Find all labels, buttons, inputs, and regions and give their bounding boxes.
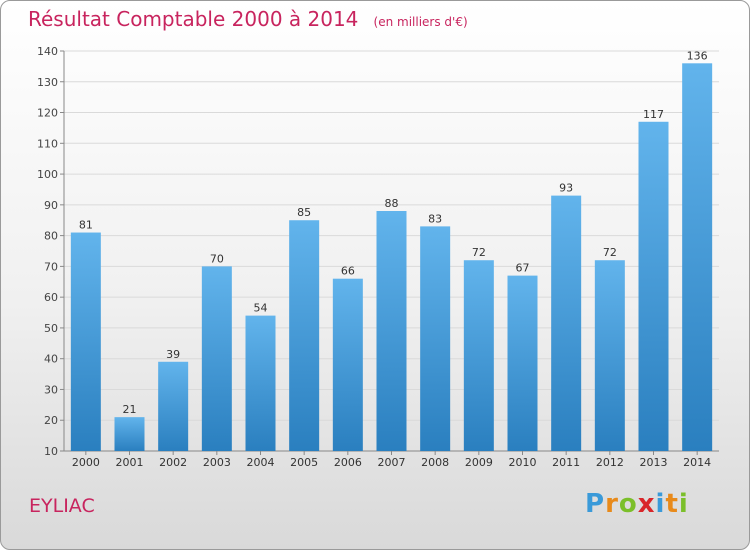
bar: [376, 211, 407, 451]
bar: [289, 220, 320, 451]
bar-value-label: 72: [603, 246, 617, 259]
x-tick-label: 2005: [290, 456, 318, 469]
x-tick-label: 2002: [159, 456, 187, 469]
bar: [70, 232, 101, 451]
commune-name: EYLIAC: [29, 495, 95, 517]
x-tick-label: 2003: [203, 456, 231, 469]
chart-subtitle: (en milliers d'€): [373, 15, 468, 29]
x-tick-label: 2007: [378, 456, 406, 469]
y-tick-label: 60: [44, 291, 58, 304]
bar: [420, 226, 451, 451]
x-tick-label: 2014: [683, 456, 711, 469]
bar: [594, 260, 625, 451]
y-tick-label: 70: [44, 260, 58, 273]
logo-letter: i: [678, 489, 689, 519]
y-tick-label: 100: [37, 168, 58, 181]
bar-value-label: 93: [559, 182, 573, 195]
bar-value-label: 54: [254, 302, 268, 315]
bar: [114, 417, 145, 451]
x-tick-label: 2004: [247, 456, 275, 469]
y-tick-label: 140: [37, 45, 58, 58]
bar: [158, 361, 189, 451]
bar: [332, 278, 363, 451]
x-tick-label: 2006: [334, 456, 362, 469]
chart-title: Résultat Comptable 2000 à 2014: [28, 7, 359, 31]
bar-value-label: 81: [79, 219, 93, 232]
proxiti-logo: Proxiti: [585, 489, 689, 519]
y-tick-label: 50: [44, 322, 58, 335]
y-tick-label: 40: [44, 353, 58, 366]
title-row: Résultat Comptable 2000 à 2014 (en milli…: [28, 7, 468, 31]
logo-letter: r: [605, 489, 619, 519]
bar-value-label: 66: [341, 265, 355, 278]
bar-value-label: 85: [297, 206, 311, 219]
logo-letter: t: [665, 489, 679, 519]
x-tick-label: 2010: [509, 456, 537, 469]
bar: [201, 266, 232, 451]
bar-value-label: 136: [687, 49, 708, 62]
x-tick-label: 2012: [596, 456, 624, 469]
y-tick-label: 120: [37, 107, 58, 120]
x-tick-label: 2009: [465, 456, 493, 469]
y-tick-label: 20: [44, 414, 58, 427]
y-tick-label: 10: [44, 445, 58, 458]
bar-value-label: 88: [385, 197, 399, 210]
x-tick-label: 2013: [640, 456, 668, 469]
y-tick-label: 80: [44, 230, 58, 243]
x-tick-label: 2008: [421, 456, 449, 469]
bar: [507, 275, 538, 451]
logo-letter: i: [655, 489, 666, 519]
bar-value-label: 21: [123, 403, 137, 416]
y-tick-label: 90: [44, 199, 58, 212]
y-tick-label: 110: [37, 137, 58, 150]
x-tick-label: 2011: [552, 456, 580, 469]
bar-value-label: 83: [428, 212, 442, 225]
logo-letter: P: [585, 489, 606, 519]
bar: [551, 195, 582, 451]
logo-letter: x: [637, 489, 656, 519]
y-tick-label: 130: [37, 76, 58, 89]
bar: [682, 63, 713, 452]
bar-value-label: 67: [516, 262, 530, 275]
logo-letter: o: [618, 489, 638, 519]
bar-value-label: 39: [166, 348, 180, 361]
bar: [463, 260, 494, 451]
x-tick-label: 2001: [116, 456, 144, 469]
bar-value-label: 117: [643, 108, 664, 121]
x-tick-label: 2000: [72, 456, 100, 469]
y-tick-label: 30: [44, 383, 58, 396]
bar-value-label: 72: [472, 246, 486, 259]
bar: [245, 315, 276, 451]
bar-value-label: 70: [210, 252, 224, 265]
bar: [638, 121, 669, 452]
